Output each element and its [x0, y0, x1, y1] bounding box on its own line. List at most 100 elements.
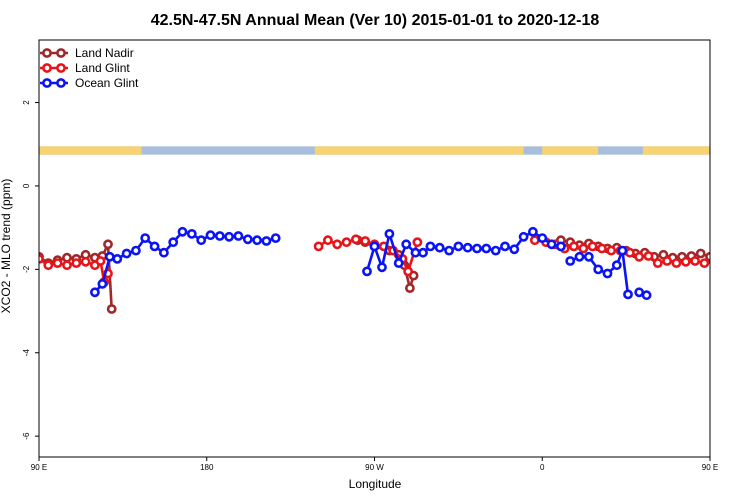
land-glint-point [652, 258, 663, 268]
legend-marker-land-nadir [56, 48, 66, 58]
x-tick-label: 180 [200, 463, 214, 472]
land-glint-point [569, 241, 579, 252]
land-glint-point [403, 266, 413, 277]
ocean-glint-point [233, 231, 244, 241]
ocean-glint-point [242, 234, 253, 245]
ocean-glint-point [205, 230, 216, 241]
legend-label-land-glint: Land Glint [75, 61, 130, 75]
legend-marker-land-nadir [42, 48, 52, 58]
legend-label-land-nadir: Land Nadir [75, 46, 134, 60]
ocean-glint-point [418, 247, 428, 258]
ocean-glint-point [528, 226, 538, 237]
ocean-glint-point [177, 226, 188, 237]
land-glint-point [680, 256, 691, 267]
land-glint-point [708, 258, 710, 265]
land-band-0 [39, 146, 142, 155]
land-nadir-point [744, 251, 750, 258]
land-glint-point [529, 235, 540, 246]
ocean-glint-point [537, 233, 548, 243]
ocean-glint-point [481, 243, 492, 254]
ocean-glint-point [518, 231, 529, 242]
ocean-glint-point [97, 278, 108, 289]
land-band-2 [542, 146, 599, 155]
land-glint-point [587, 241, 598, 252]
land-glint-point [606, 245, 617, 256]
x-tick-label: 90 E [31, 463, 47, 472]
land-glint-point [671, 258, 682, 268]
land-glint-point [62, 260, 72, 271]
land-glint-point [71, 258, 82, 268]
ocean-glint-point [593, 264, 604, 275]
land-glint-point [738, 254, 745, 261]
land-nadir-point [106, 304, 117, 314]
ocean-glint-point [362, 266, 372, 277]
land-glint-point [699, 258, 710, 268]
ocean-glint-point [453, 241, 464, 252]
legend-label-ocean-glint: Ocean Glint [75, 76, 139, 90]
ocean-glint-point [602, 268, 613, 279]
ocean-glint-point [425, 241, 436, 252]
land-glint-point [729, 257, 736, 264]
ocean-glint-point [369, 241, 380, 252]
ocean-glint-point [149, 241, 160, 252]
ocean-glint-point [121, 248, 132, 259]
land-glint-point [313, 241, 324, 252]
y-axis-ticks: 2 0 -2 -4 -6 [22, 100, 39, 440]
land-nadir-point [103, 239, 113, 250]
x-tick-label: 0 [540, 463, 545, 472]
land-nadir-point [404, 283, 415, 293]
land-nadir-point [716, 251, 723, 258]
y-tick-label: -6 [22, 432, 31, 440]
ocean-glint-point [565, 256, 576, 266]
ocean-glint-point [261, 236, 272, 246]
legend-marker-land-glint [56, 63, 66, 73]
y-tick-label: -4 [22, 349, 31, 357]
ocean-glint-point [744, 251, 750, 258]
ocean-glint-point [214, 231, 225, 241]
land-glint-point [52, 258, 63, 268]
ocean-glint-point [252, 235, 262, 246]
land-glint-point [332, 239, 343, 250]
legend-marker-ocean-glint [42, 78, 52, 88]
y-tick-label: 2 [22, 100, 31, 105]
ocean-glint-point [712, 289, 719, 296]
land-glint-point [690, 256, 700, 266]
land-glint-point [350, 234, 361, 245]
land-glint-point [578, 243, 589, 254]
land-band-1 [314, 146, 524, 155]
ocean-glint-point [546, 239, 557, 250]
series-land-glint [39, 234, 745, 287]
chart-title: 42.5N-47.5N Annual Mean (Ver 10) 2015-01… [151, 12, 600, 29]
ocean-glint-point [130, 245, 141, 256]
ocean-glint-point [401, 239, 412, 250]
land-glint-point [341, 237, 352, 248]
series-layer [39, 226, 750, 314]
land-glint-point [597, 243, 607, 254]
ocean-glint-point [444, 245, 454, 256]
land-glint-point [719, 257, 726, 264]
land-glint-point [43, 260, 54, 271]
land-nadir-point [725, 252, 732, 259]
ocean-glint-point [500, 241, 510, 252]
land-glint-point [662, 256, 672, 266]
ocean-glint-point [158, 247, 169, 258]
land-nadir-point [62, 252, 72, 263]
x-axis-ticks: 90 E 180 90 W 0 90 E [31, 457, 718, 472]
ocean-glint-point [556, 241, 566, 252]
ocean-glint-point [104, 251, 115, 262]
legend-marker-land-glint [42, 63, 52, 73]
ocean-glint-point [393, 258, 404, 268]
ocean-glint-point [611, 260, 622, 271]
land-glint-point [360, 236, 371, 246]
y-axis-label: XCO2 - MLO trend (ppm) [0, 179, 13, 314]
ocean-glint-point [434, 242, 445, 253]
ocean-glint-point [224, 231, 234, 242]
x-axis-label: Longitude [349, 477, 402, 491]
x-tick-label: 90 E [702, 463, 718, 472]
ocean-glint-point [472, 243, 482, 254]
ocean-glint-point [583, 251, 594, 262]
series-ocean-glint [90, 226, 750, 301]
land-glint-point [625, 247, 635, 258]
legend-marker-ocean-glint [56, 78, 66, 88]
ocean-glint-point [734, 255, 741, 262]
